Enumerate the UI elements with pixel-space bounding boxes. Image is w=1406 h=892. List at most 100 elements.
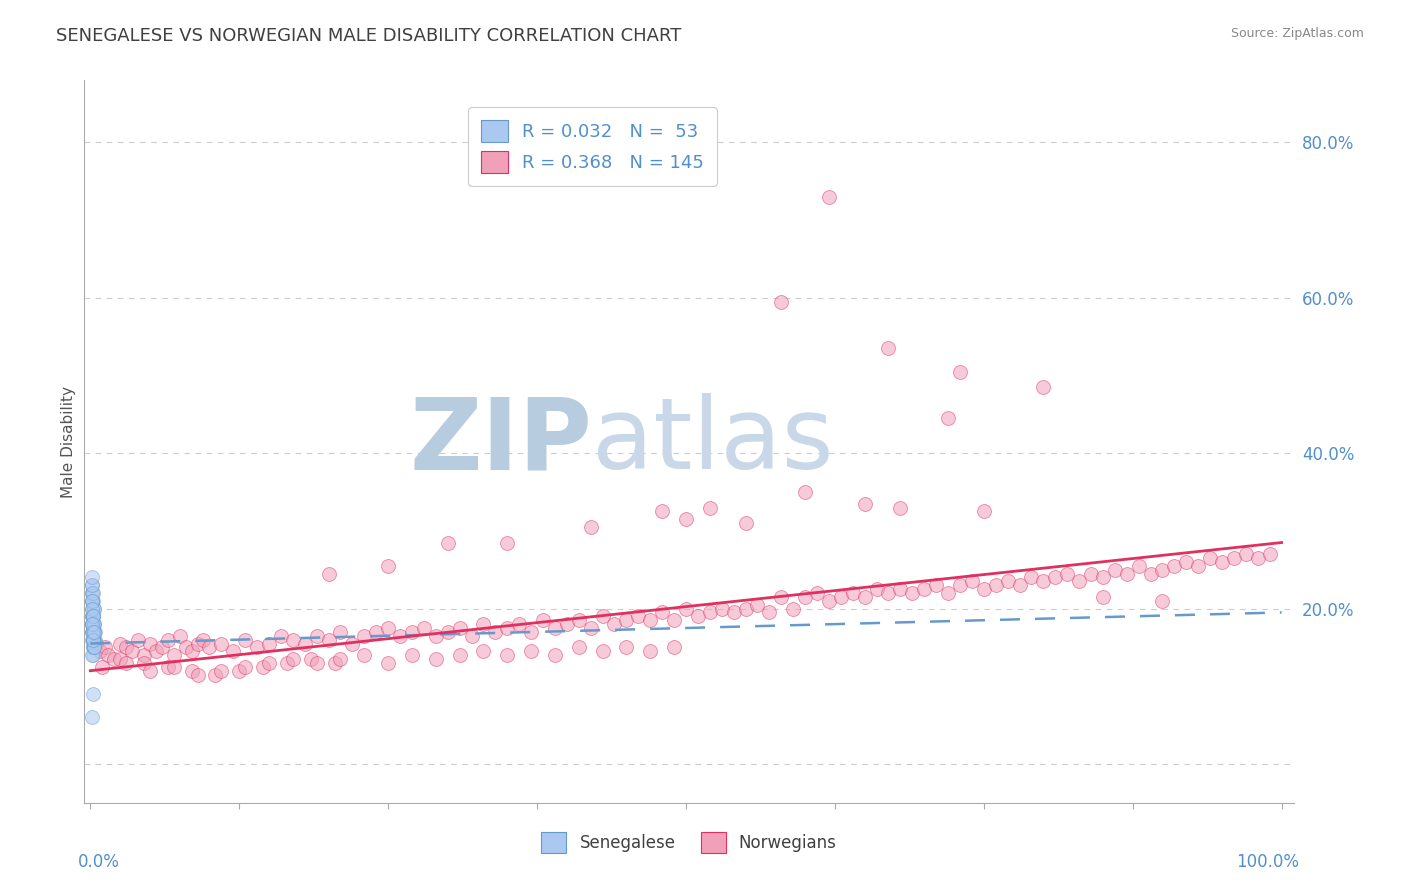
- Point: [233, 660, 256, 674]
- Point: [960, 574, 983, 589]
- Point: [1056, 566, 1078, 581]
- Point: [436, 624, 458, 639]
- Point: [1187, 558, 1209, 573]
- Point: [1247, 551, 1270, 566]
- Point: [281, 632, 304, 647]
- Point: [82, 632, 104, 647]
- Point: [758, 606, 780, 620]
- Point: [82, 632, 104, 647]
- Point: [82, 632, 104, 647]
- Point: [1091, 570, 1114, 584]
- Point: [782, 601, 804, 615]
- Point: [80, 617, 103, 632]
- Point: [80, 601, 103, 615]
- Point: [353, 648, 375, 663]
- Point: [82, 632, 104, 647]
- Point: [568, 640, 591, 655]
- Point: [1163, 558, 1185, 573]
- Point: [281, 652, 304, 666]
- Point: [508, 617, 530, 632]
- Point: [1234, 547, 1257, 561]
- Point: [132, 656, 155, 670]
- Point: [82, 586, 104, 600]
- Text: SENEGALESE VS NORWEGIAN MALE DISABILITY CORRELATION CHART: SENEGALESE VS NORWEGIAN MALE DISABILITY …: [56, 27, 682, 45]
- Point: [80, 617, 103, 632]
- Point: [734, 601, 756, 615]
- Point: [853, 590, 876, 604]
- Point: [132, 648, 155, 663]
- Point: [93, 640, 115, 655]
- Point: [496, 648, 519, 663]
- Point: [318, 566, 340, 581]
- Point: [80, 624, 103, 639]
- Point: [699, 500, 721, 515]
- Point: [830, 590, 852, 604]
- Point: [531, 613, 554, 627]
- Point: [305, 629, 328, 643]
- Point: [699, 606, 721, 620]
- Point: [121, 644, 143, 658]
- Point: [84, 636, 107, 650]
- Point: [353, 629, 375, 643]
- Point: [377, 621, 399, 635]
- Point: [115, 656, 138, 670]
- Point: [1080, 566, 1102, 581]
- Point: [83, 632, 105, 647]
- Point: [686, 609, 709, 624]
- Point: [496, 621, 519, 635]
- Point: [936, 586, 959, 600]
- Point: [83, 640, 105, 655]
- Point: [108, 652, 131, 666]
- Point: [662, 613, 685, 627]
- Point: [83, 601, 105, 615]
- Point: [1032, 574, 1054, 589]
- Point: [1211, 555, 1233, 569]
- Point: [627, 609, 650, 624]
- Point: [1128, 558, 1150, 573]
- Point: [84, 624, 107, 639]
- Point: [89, 644, 111, 658]
- Point: [83, 617, 105, 632]
- Point: [83, 601, 105, 615]
- Point: [180, 644, 202, 658]
- Point: [949, 578, 972, 592]
- Point: [496, 535, 519, 549]
- Point: [877, 586, 900, 600]
- Point: [82, 687, 104, 701]
- Point: [973, 582, 995, 596]
- Text: 0.0%: 0.0%: [79, 854, 120, 871]
- Legend: Senegalese, Norwegians: Senegalese, Norwegians: [534, 826, 844, 860]
- Point: [592, 609, 614, 624]
- Point: [156, 632, 179, 647]
- Text: atlas: atlas: [592, 393, 834, 490]
- Text: 100.0%: 100.0%: [1236, 854, 1299, 871]
- Point: [209, 636, 232, 650]
- Point: [794, 590, 817, 604]
- Point: [83, 624, 105, 639]
- Point: [84, 632, 107, 647]
- Point: [997, 574, 1019, 589]
- Point: [305, 656, 328, 670]
- Point: [1139, 566, 1161, 581]
- Point: [82, 621, 104, 635]
- Point: [108, 636, 131, 650]
- Point: [82, 648, 104, 663]
- Point: [984, 578, 1007, 592]
- Point: [472, 617, 495, 632]
- Point: [770, 590, 793, 604]
- Point: [233, 632, 256, 647]
- Point: [80, 617, 103, 632]
- Point: [299, 652, 322, 666]
- Point: [139, 664, 162, 678]
- Point: [1091, 590, 1114, 604]
- Point: [449, 621, 471, 635]
- Point: [115, 640, 138, 655]
- Point: [651, 504, 673, 518]
- Point: [294, 636, 316, 650]
- Point: [80, 570, 103, 584]
- Point: [150, 640, 173, 655]
- Point: [1045, 570, 1067, 584]
- Text: Source: ZipAtlas.com: Source: ZipAtlas.com: [1230, 27, 1364, 40]
- Point: [139, 636, 162, 650]
- Point: [865, 582, 887, 596]
